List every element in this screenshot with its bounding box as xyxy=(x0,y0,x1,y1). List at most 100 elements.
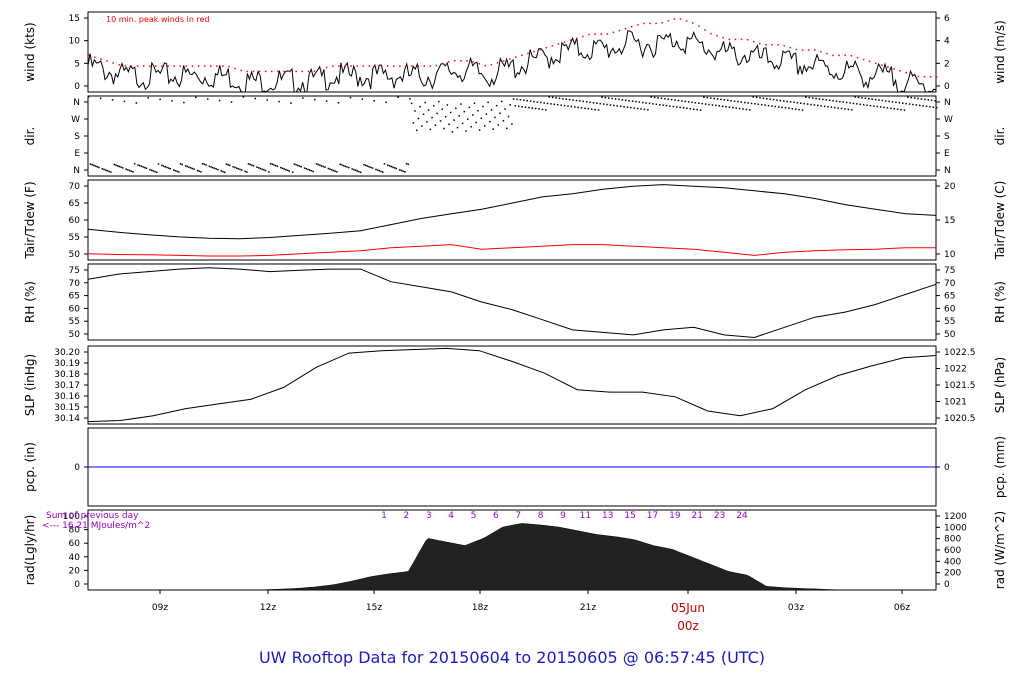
peak-wind-mark xyxy=(185,65,188,67)
series-line-temp-1 xyxy=(87,244,936,257)
direction-point xyxy=(732,106,734,109)
ytick-label-left-wind: 0 xyxy=(74,82,80,92)
direction-point xyxy=(397,96,399,98)
ytick-label-left-temp: 50 xyxy=(69,250,81,260)
direction-point xyxy=(684,100,686,103)
direction-point xyxy=(351,168,353,170)
ytick-label-right-rh: 55 xyxy=(944,317,955,327)
direction-point xyxy=(432,105,435,107)
direction-point xyxy=(883,106,885,109)
direction-point xyxy=(312,170,314,173)
direction-point xyxy=(895,101,897,104)
direction-point xyxy=(592,102,595,104)
direction-point xyxy=(752,96,754,98)
direction-point xyxy=(409,98,411,100)
direction-point xyxy=(477,110,479,112)
peak-wind-mark xyxy=(594,33,596,35)
direction-point xyxy=(776,99,778,101)
direction-point xyxy=(193,168,195,170)
direction-point xyxy=(152,170,155,172)
direction-point xyxy=(460,103,462,105)
peak-wind-mark xyxy=(856,56,859,59)
series-line-rh-0 xyxy=(87,267,937,339)
direction-point xyxy=(142,166,144,168)
direction-point xyxy=(210,166,212,168)
direction-point xyxy=(308,169,311,171)
ytick-label-left-rh: 75 xyxy=(69,266,80,276)
direction-point xyxy=(320,165,323,167)
ylabel-left-slp: SLP (inHg) xyxy=(23,354,37,416)
direction-point xyxy=(534,107,537,110)
direction-point xyxy=(166,166,168,169)
direction-point xyxy=(276,165,279,168)
peak-wind-mark xyxy=(734,38,737,41)
direction-point xyxy=(230,101,233,103)
peak-wind-mark xyxy=(454,60,456,62)
peak-wind-mark xyxy=(612,31,615,34)
direction-point xyxy=(604,96,607,99)
peak-wind-mark xyxy=(264,70,267,73)
direction-point xyxy=(251,164,253,166)
direction-point xyxy=(864,97,867,100)
direction-point xyxy=(813,104,816,106)
direction-point xyxy=(546,102,549,105)
peak-wind-mark xyxy=(441,62,444,65)
direction-point xyxy=(359,171,362,174)
ytick-label-left-wind: 15 xyxy=(69,14,80,24)
direction-point xyxy=(691,101,693,104)
direction-point xyxy=(708,103,710,106)
direction-point xyxy=(924,98,926,101)
ytick-label-left-slp: 30.14 xyxy=(54,414,80,424)
direction-point xyxy=(485,113,488,115)
direction-point xyxy=(521,106,523,108)
direction-point xyxy=(893,108,896,110)
direction-point xyxy=(266,99,268,101)
ytick-label-left-slp: 30.15 xyxy=(54,403,80,413)
direction-point xyxy=(555,97,557,99)
direction-point xyxy=(130,170,132,172)
xtick-label: 12z xyxy=(260,603,276,613)
direction-point xyxy=(176,170,178,173)
direction-point xyxy=(104,169,107,171)
direction-point xyxy=(291,171,294,174)
direction-point xyxy=(188,166,190,168)
rad-annotation-value: <--- 16.21 MJoules/m^2 xyxy=(42,521,150,531)
peak-wind-mark xyxy=(862,58,865,61)
direction-point xyxy=(475,121,477,124)
direction-point xyxy=(667,98,669,100)
direction-point xyxy=(868,98,870,100)
direction-point xyxy=(414,110,416,112)
direction-point xyxy=(531,107,534,109)
ytick-label-right-rad: 1200 xyxy=(944,512,967,522)
direction-point xyxy=(704,103,707,105)
direction-point xyxy=(383,163,386,165)
direction-point xyxy=(167,167,170,169)
direction-point xyxy=(385,101,387,104)
peak-wind-mark xyxy=(624,27,627,30)
direction-point xyxy=(743,101,746,104)
direction-point xyxy=(723,99,726,101)
direction-point xyxy=(366,165,369,167)
direction-point xyxy=(472,114,474,116)
hour-marker: 7 xyxy=(515,511,521,521)
direction-point xyxy=(356,170,359,172)
direction-point xyxy=(608,97,610,99)
peak-wind-mark xyxy=(191,65,194,67)
direction-point xyxy=(300,166,302,168)
ytick-label-left-dir: S xyxy=(74,132,80,142)
ytick-label-left-rad: 40 xyxy=(69,553,81,563)
direction-point xyxy=(116,165,119,167)
peak-wind-mark xyxy=(338,65,340,67)
direction-point xyxy=(263,169,265,171)
direction-point xyxy=(171,100,173,102)
ytick-label-left-dir: N xyxy=(73,98,80,108)
direction-point xyxy=(523,99,525,102)
direction-point xyxy=(582,100,585,103)
direction-point xyxy=(681,100,683,102)
direction-point xyxy=(754,103,756,105)
direction-point xyxy=(431,116,433,119)
direction-point xyxy=(917,97,919,100)
direction-point xyxy=(769,98,771,100)
direction-point xyxy=(295,164,297,166)
peak-wind-mark xyxy=(130,65,133,67)
